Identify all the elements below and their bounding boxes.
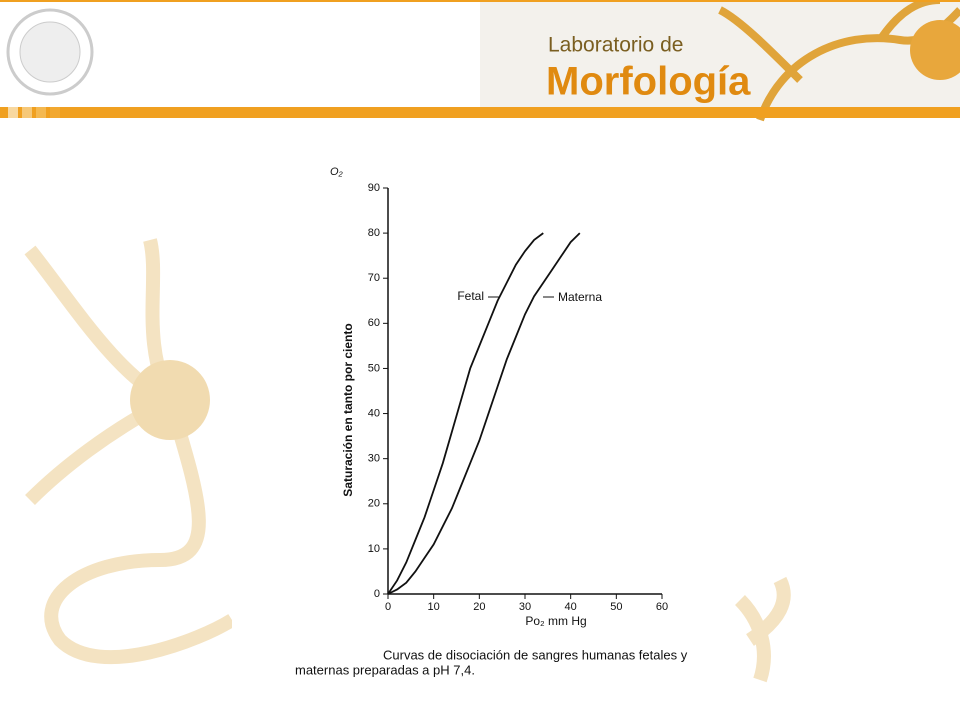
- bar-square: [36, 107, 46, 118]
- logo: [6, 8, 94, 96]
- neuron-body: [910, 20, 960, 80]
- caption: Curvas de disociación de sangres humanas…: [383, 647, 688, 662]
- x-tick-label: 30: [519, 601, 531, 613]
- header-art: [480, 0, 960, 107]
- header-bar: [0, 107, 960, 118]
- y-tick-label: 60: [368, 317, 380, 329]
- header-line2: Morfología: [546, 60, 751, 104]
- x-tick-label: 0: [385, 601, 391, 613]
- chart-panel: [232, 155, 727, 690]
- y-top-label: O₂: [330, 166, 344, 178]
- bar-square: [50, 107, 60, 118]
- x-axis-label: Po₂ mm Hg: [525, 614, 586, 628]
- x-tick-label: 40: [565, 601, 577, 613]
- chart: 0 10 20 30 40 50 60 70 80 90 0 10 20 30 40 50 60 O₂ Satura…: [295, 166, 688, 678]
- neuron-bg: [24, 238, 791, 683]
- y-tick-label: 40: [368, 407, 380, 419]
- y-tick-label: 80: [368, 227, 380, 239]
- logo-inner: [19, 21, 81, 83]
- y-tick-label: 70: [368, 272, 380, 284]
- bar-square: [8, 107, 18, 118]
- curve: [387, 232, 544, 595]
- y-tick-label: 50: [368, 362, 380, 374]
- y-axis-label: Saturación en tanto por ciento: [341, 323, 355, 496]
- bar-square: [22, 107, 32, 118]
- y-tick-label: 30: [368, 453, 380, 465]
- header-line1: Laboratorio de: [548, 34, 683, 57]
- x-tick-label: 20: [473, 601, 485, 613]
- x-tick-label: 10: [428, 601, 440, 613]
- y-tick-label: 0: [374, 588, 380, 600]
- y-tick-label: 90: [368, 182, 380, 194]
- top-line: [0, 0, 960, 2]
- x-tick-label: 50: [610, 601, 622, 613]
- curve: [387, 232, 581, 595]
- x-tick-label: 60: [656, 601, 668, 613]
- neuron-body-bg: [130, 360, 210, 440]
- legend-label: Fetal: [457, 289, 484, 303]
- y-tick-label: 10: [368, 543, 380, 555]
- y-tick-label: 20: [368, 498, 380, 510]
- caption: maternas preparadas a pH 7,4.: [295, 662, 475, 677]
- legend-label: Materna: [558, 290, 602, 304]
